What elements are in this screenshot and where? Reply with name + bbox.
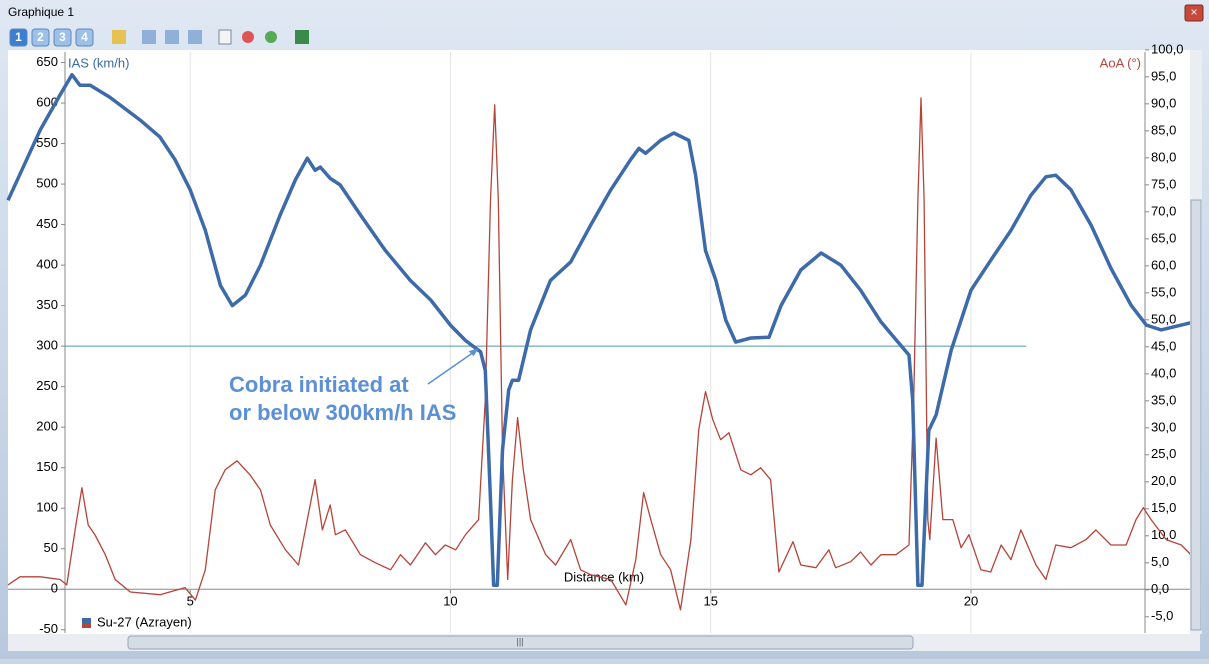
icon[interactable] [188, 30, 202, 44]
close-icon: × [1190, 5, 1197, 19]
annotation: or below 300km/h IAS [229, 400, 456, 425]
y-tick-label: 350 [36, 297, 58, 312]
y2-tick-label: -5,0 [1151, 608, 1173, 623]
y2-axis-label: AoA (°) [1100, 55, 1141, 70]
view-button[interactable] [9, 28, 28, 47]
y2-tick-label: 55,0 [1151, 284, 1176, 299]
y-tick-label: -50 [39, 621, 58, 636]
annotation-arrow [427, 349, 478, 385]
icon[interactable] [295, 30, 309, 44]
y2-tick-label: 15,0 [1151, 500, 1176, 515]
y2-tick-label: 0,0 [1151, 581, 1169, 596]
y2-tick-label: 100,0 [1151, 41, 1184, 56]
y-tick-label: 150 [36, 459, 58, 474]
legend-label: Su-27 (Azrayen) [97, 614, 192, 629]
view-button-label: 2 [37, 30, 44, 44]
arrow-head [468, 348, 479, 357]
y2-tick-label: 10,0 [1151, 527, 1176, 542]
plot-area [8, 50, 1200, 634]
toolbar: 1 2 3 4 [9, 28, 94, 47]
icon[interactable] [242, 31, 254, 43]
y-tick-label: 0 [51, 581, 58, 596]
y-tick-label: 500 [36, 176, 58, 191]
view-button-label: 1 [15, 30, 22, 44]
v-scroll-thumb[interactable] [1190, 199, 1202, 631]
y-tick-label: 50 [44, 540, 58, 555]
y2-tick-label: 35,0 [1151, 392, 1176, 407]
y-tick-label: 300 [36, 338, 58, 353]
y-tick-label: 400 [36, 257, 58, 272]
x-axis-label: Distance (km) [564, 570, 644, 585]
y2-tick-label: 95,0 [1151, 68, 1176, 83]
grip: ||| [516, 636, 523, 646]
series-line [6, 72, 1202, 587]
y-tick-label: 550 [36, 135, 58, 150]
y2-tick-label: 65,0 [1151, 230, 1176, 245]
legend-swatch [82, 618, 91, 623]
close-button[interactable] [1184, 4, 1204, 22]
annotation: Cobra initiated at [229, 372, 409, 397]
icon[interactable] [218, 29, 232, 45]
view-button[interactable] [53, 28, 72, 47]
y2-tick-label: 5,0 [1151, 554, 1169, 569]
scroll-thumb[interactable] [127, 635, 914, 650]
icon[interactable] [165, 30, 179, 44]
y2-tick-label: 90,0 [1151, 95, 1176, 110]
x-tick-label: 10 [443, 594, 457, 609]
icon[interactable] [265, 31, 277, 43]
x-tick-label: 20 [964, 594, 978, 609]
y2-tick-label: 85,0 [1151, 122, 1176, 137]
x-tick-label: 5 [187, 594, 194, 609]
icon[interactable] [112, 30, 126, 44]
y2-tick-label: 70,0 [1151, 203, 1176, 218]
y2-tick-label: 30,0 [1151, 419, 1176, 434]
y2-tick-label: 40,0 [1151, 365, 1176, 380]
toolbar-icons [112, 29, 309, 45]
view-button-label: 4 [81, 30, 88, 44]
y-tick-label: 450 [36, 216, 58, 231]
y-tick-label: 250 [36, 378, 58, 393]
plot: 5 10 15 20 -50 0 50 100 150 200 250 300 350 400 450 500… [6, 41, 1202, 636]
view-button[interactable] [75, 28, 94, 47]
y-axis-label: IAS (km/h) [68, 55, 129, 70]
y2-tick-label: 60,0 [1151, 257, 1176, 272]
window-title: Graphique 1 [8, 5, 74, 19]
x-tick-label: 15 [703, 594, 717, 609]
y2-tick-label: 20,0 [1151, 473, 1176, 488]
icon[interactable] [142, 30, 156, 44]
y-tick-label: 200 [36, 419, 58, 434]
y-tick-label: 650 [36, 54, 58, 69]
series-line [7, 97, 1202, 611]
y2-tick-label: 25,0 [1151, 446, 1176, 461]
view-button[interactable] [31, 28, 50, 47]
y-tick-label: 100 [36, 500, 58, 515]
view-button-label: 3 [59, 30, 66, 44]
y2-tick-label: 50,0 [1151, 311, 1176, 326]
y2-tick-label: 80,0 [1151, 149, 1176, 164]
y2-tick-label: 75,0 [1151, 176, 1176, 191]
y2-tick-label: 45,0 [1151, 338, 1176, 353]
legend-swatch [82, 623, 91, 628]
